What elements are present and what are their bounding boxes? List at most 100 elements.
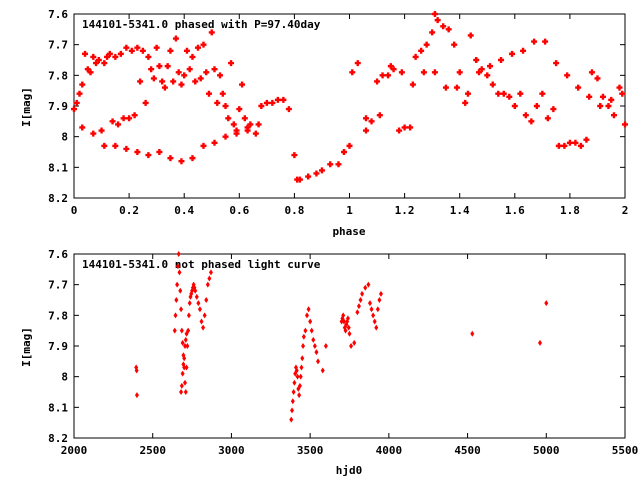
x-tick-label: 5500 (612, 444, 639, 457)
data-point (605, 103, 612, 109)
data-point (181, 72, 188, 79)
data-point (597, 103, 604, 109)
data-point (211, 139, 218, 146)
axis-ticks: 2000 2500 3000 3500 4000 4500 5000 5500 7.6 7.7 7.… (48, 248, 638, 457)
data-point (360, 290, 365, 297)
y-tick-label: 8.2 (48, 432, 68, 445)
data-point (156, 63, 163, 70)
data-point (340, 149, 347, 155)
data-point (498, 57, 505, 63)
data-point (484, 72, 491, 79)
data-point (318, 167, 325, 174)
data-point (101, 142, 108, 149)
data-point (176, 251, 181, 257)
data-points (71, 11, 628, 183)
data-point (356, 303, 361, 310)
x-tick-label: 1.4 (450, 204, 470, 217)
x-tick-label: 0 (71, 204, 78, 217)
y-tick-label: 7.6 (48, 8, 68, 21)
data-point (566, 139, 573, 146)
data-point (341, 318, 346, 325)
data-point (303, 327, 308, 334)
data-point (82, 50, 89, 57)
data-point (300, 355, 305, 362)
data-point (487, 63, 494, 70)
data-point (369, 306, 374, 313)
data-point (341, 312, 346, 319)
data-point (123, 145, 130, 152)
data-point (202, 312, 207, 319)
data-point (178, 287, 183, 294)
x-tick-label: 1.6 (505, 204, 525, 217)
data-point (358, 297, 363, 303)
data-point (178, 81, 185, 88)
phased-light-curve-panel: 144101-5341.0 phased with P=97.40day pha… (20, 8, 628, 238)
data-point (511, 103, 518, 109)
data-point (142, 99, 149, 106)
data-point (236, 106, 243, 113)
x-tick-label: 0.6 (229, 204, 249, 217)
data-point (431, 11, 438, 17)
data-point (109, 118, 116, 125)
data-point (167, 155, 174, 162)
data-point (194, 44, 201, 51)
data-point (197, 306, 202, 313)
x-tick-label: 3500 (297, 444, 324, 457)
data-point (610, 112, 617, 119)
data-point (377, 297, 382, 303)
data-point (451, 41, 458, 48)
data-point (280, 96, 287, 103)
data-point (197, 75, 204, 82)
data-point (217, 72, 224, 79)
data-point (228, 60, 235, 67)
data-point (255, 121, 262, 128)
data-point (539, 90, 546, 97)
data-point (115, 121, 122, 128)
data-point (189, 155, 196, 162)
data-point (193, 287, 198, 294)
data-point (233, 130, 240, 137)
data-point (412, 53, 419, 60)
data-point (214, 99, 221, 106)
data-point (577, 142, 584, 149)
y-tick-label: 8.1 (48, 401, 68, 414)
data-point (354, 60, 361, 67)
data-point (572, 139, 579, 146)
data-point (378, 290, 383, 297)
data-point (199, 318, 204, 325)
data-point (177, 269, 182, 276)
data-point (134, 392, 139, 399)
x-tick-label: 4000 (376, 444, 403, 457)
y-tick-label: 8 (61, 371, 68, 384)
data-point (506, 93, 513, 100)
data-point (104, 53, 111, 60)
data-point (495, 90, 502, 97)
data-point (467, 32, 474, 39)
data-point (520, 47, 527, 54)
data-point (352, 339, 357, 346)
data-point (475, 69, 482, 76)
y-tick-label: 8 (61, 131, 68, 144)
data-point (274, 96, 281, 103)
data-point (167, 47, 174, 54)
data-point (230, 121, 237, 128)
x-tick-label: 0.4 (174, 204, 194, 217)
data-point (295, 373, 300, 380)
x-tick-label: 0.2 (119, 204, 139, 217)
x-tick-label: 1.2 (395, 204, 415, 217)
x-tick-label: 0.8 (284, 204, 304, 217)
y-tick-label: 7.7 (48, 39, 68, 52)
data-point (98, 127, 105, 134)
data-point (327, 161, 334, 168)
data-point (134, 44, 141, 51)
data-point (180, 370, 185, 377)
x-axis-label: phase (332, 225, 365, 238)
data-point (312, 343, 317, 349)
data-point (355, 309, 360, 316)
data-point (522, 112, 529, 119)
data-point (290, 407, 295, 414)
data-point (79, 81, 86, 88)
data-point (345, 315, 350, 322)
data-point (442, 84, 449, 91)
data-point (192, 78, 199, 85)
